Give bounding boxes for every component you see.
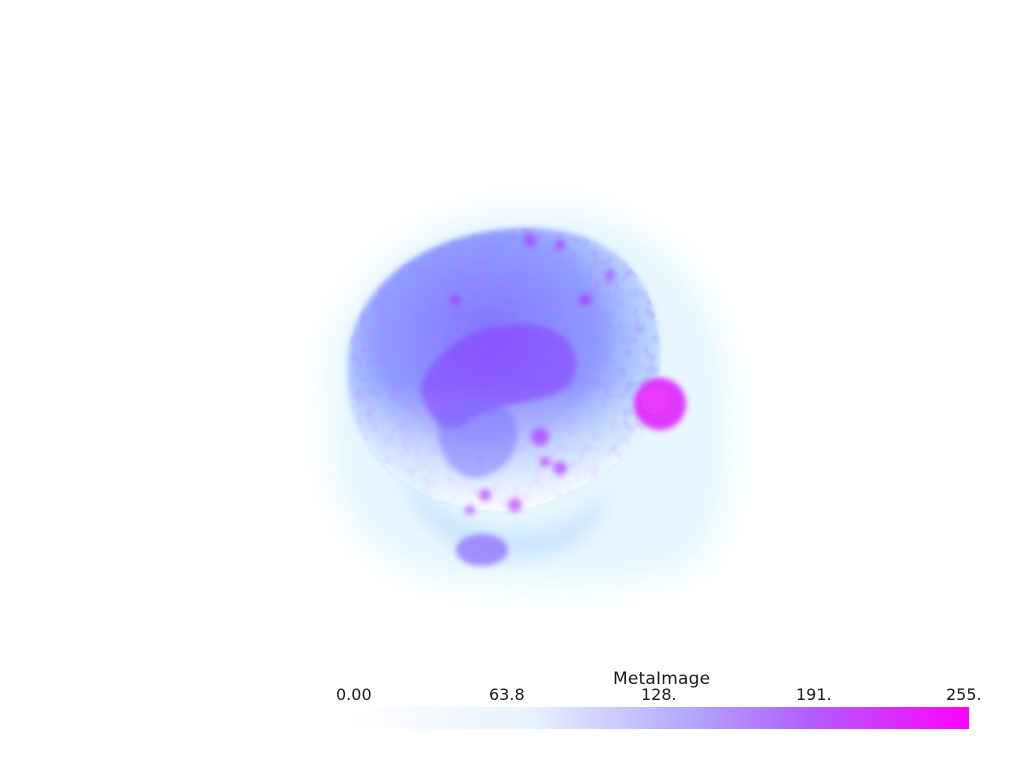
- brain-volume: [347, 227, 660, 566]
- bright-marker: [634, 378, 686, 430]
